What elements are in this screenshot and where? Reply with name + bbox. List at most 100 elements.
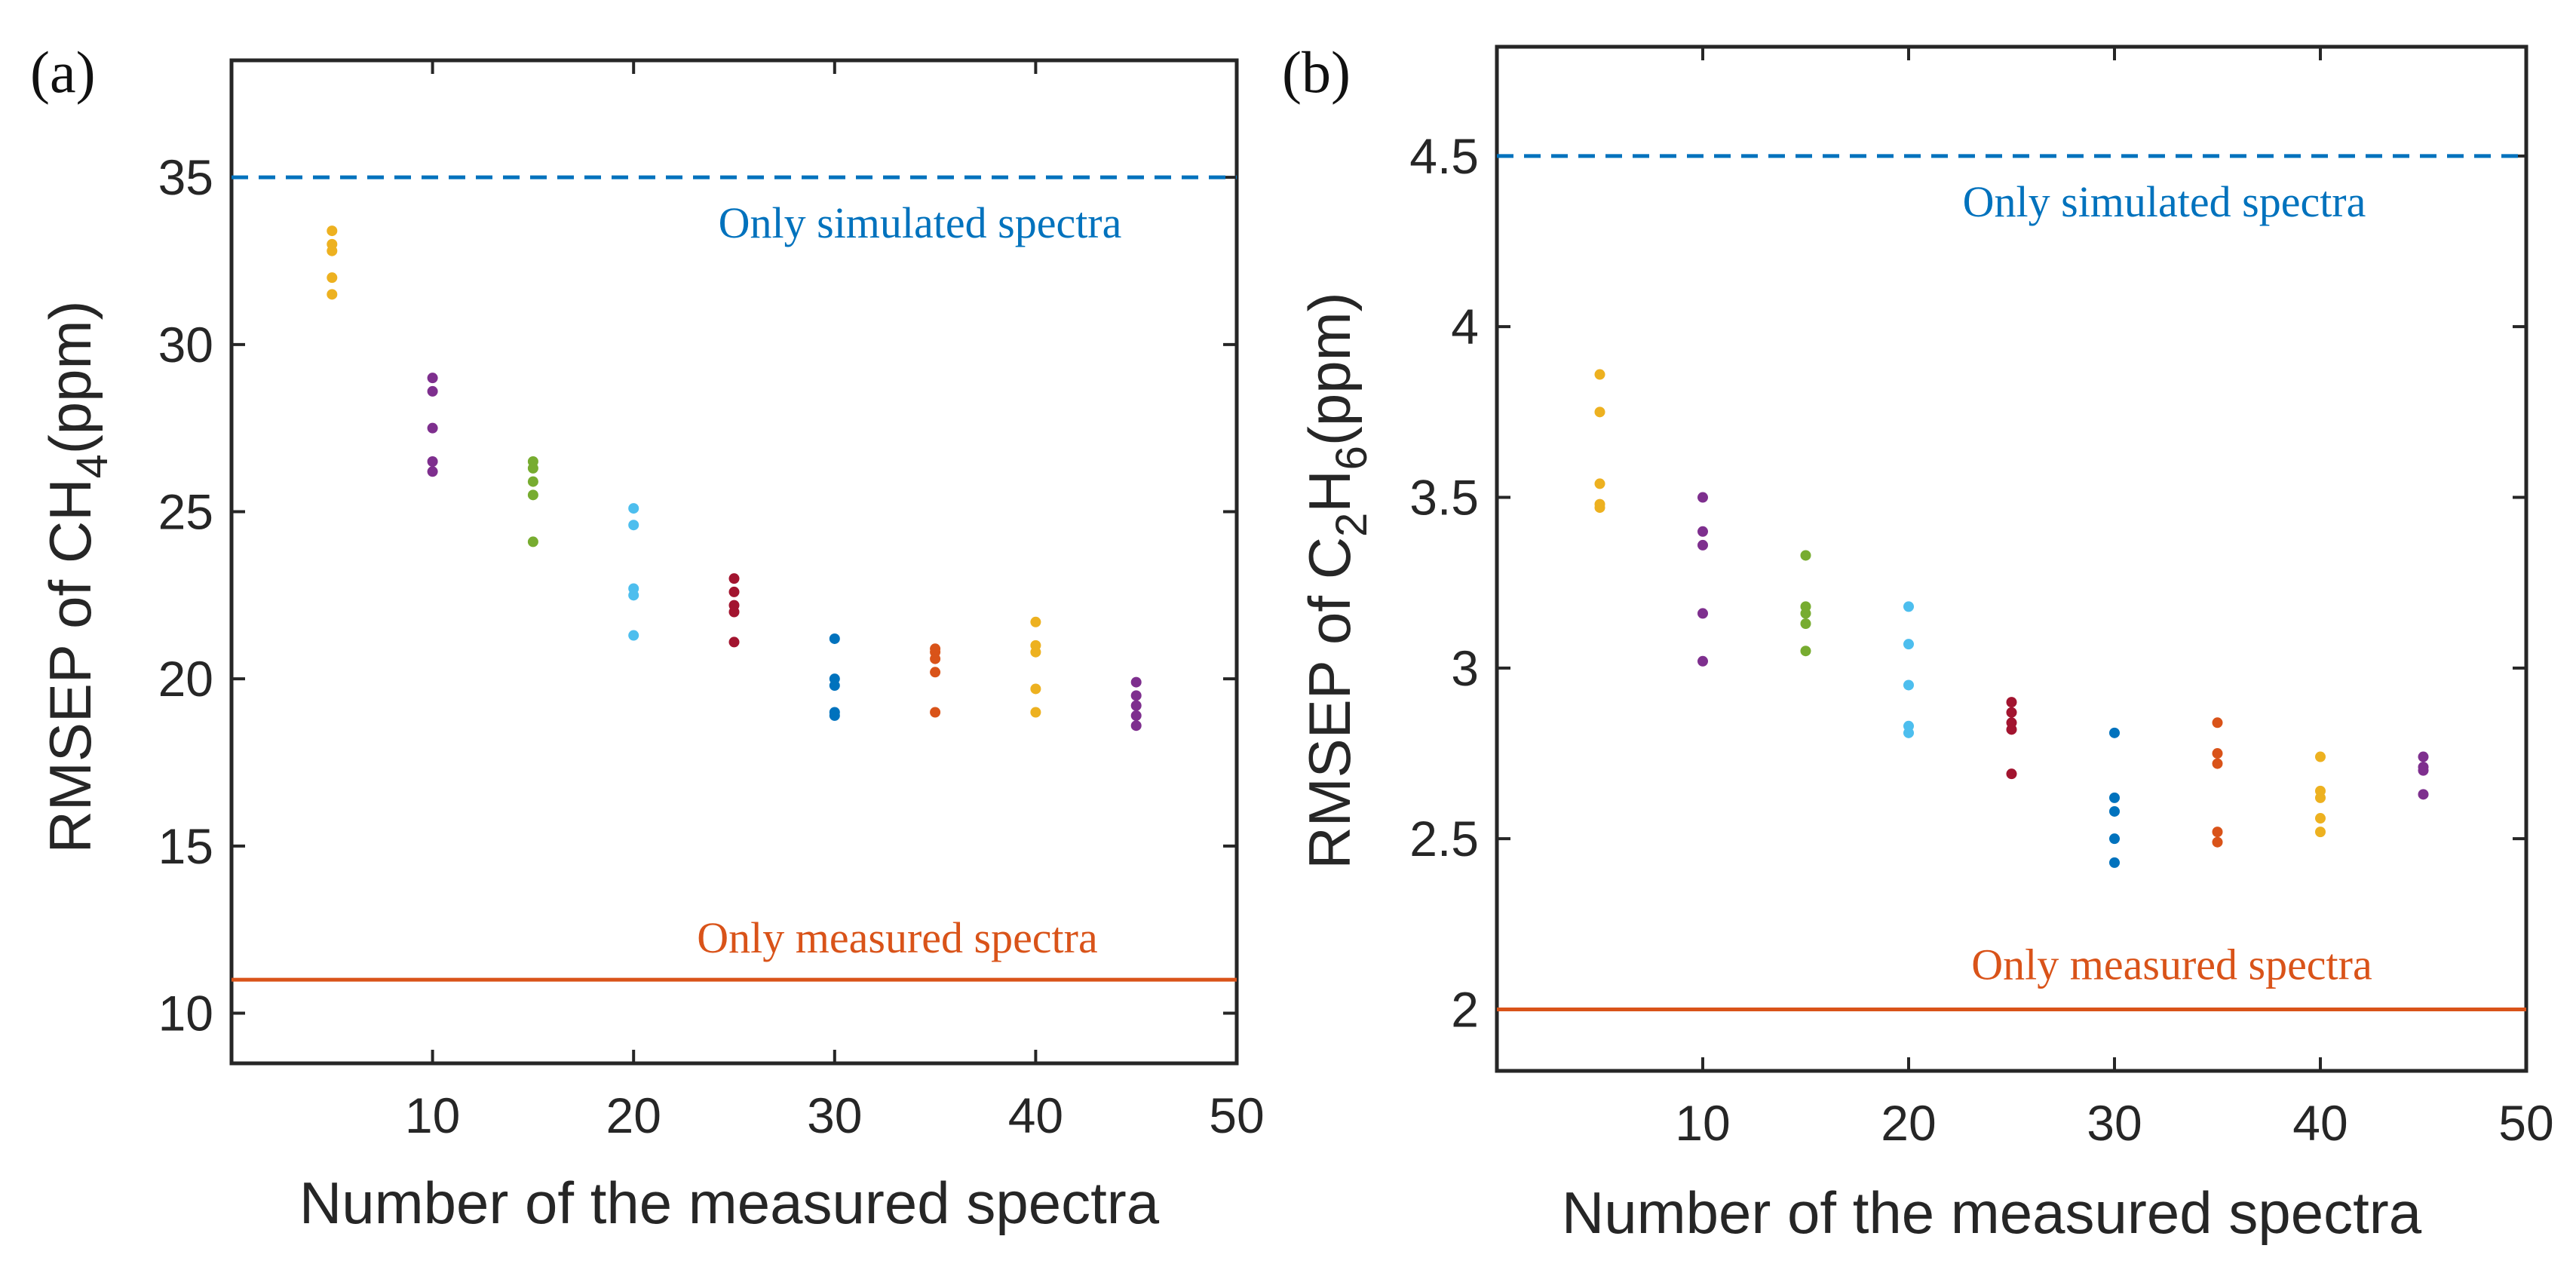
panel-a-y-axis-label: RMSEP of CH4(ppm) [37, 301, 117, 854]
panel-b-y-axis-label-subscript: 6 [1327, 446, 1376, 470]
panel-b-data-point [1903, 679, 1914, 691]
panel-a-data-point [1030, 616, 1041, 627]
panel-b-data-point [2315, 751, 2326, 762]
panel-b-y-tick-label: 3 [1451, 640, 1479, 696]
panel-a-data-point [930, 643, 941, 655]
panel-a-data-point [1130, 690, 1142, 701]
panel-b-data-point [2109, 857, 2120, 868]
panel-a-data-point [527, 536, 538, 548]
panel-b-data-point [2212, 717, 2223, 728]
panel-b-data-point [1800, 550, 1811, 561]
panel-a-data-point [628, 520, 639, 531]
panel-b-data-point [1697, 526, 1708, 537]
panel-a-data-point [327, 272, 338, 284]
panel-a-axes-frame [229, 58, 1239, 1066]
panel-a-x-axis-label: Number of the measured spectra [299, 1170, 1160, 1236]
panel-a-y-tick-label: 15 [158, 818, 213, 874]
panel-b-x-tick-label: 30 [2087, 1095, 2142, 1151]
panel-a-data-point [327, 238, 338, 250]
panel-b-reference-label-measured: Only measured spectra [1971, 940, 2372, 989]
panel-a-x-tick-label: 10 [405, 1087, 460, 1143]
panel-a-data-point [628, 583, 639, 594]
panel-b-y-axis-label-part: RMSEP of C [1296, 537, 1363, 870]
panel-b-data-point [1594, 478, 1605, 489]
panel-b-data-point [1594, 369, 1605, 380]
panel-a-reference-label-simulated: Only simulated spectra [719, 198, 1122, 247]
panel-a-data-point [728, 636, 740, 648]
panel-a-y-tick-label: 10 [158, 986, 213, 1041]
panel-b-data-point [1697, 655, 1708, 667]
panel-b-data-point [1697, 539, 1708, 551]
panel-a-y-tick-label: 35 [158, 149, 213, 205]
panel-a-data-point [327, 225, 338, 237]
panel-b-x-tick-label: 50 [2498, 1095, 2553, 1151]
panel-b-data-point [2006, 717, 2017, 728]
panel-a-data-point [527, 489, 538, 501]
panel-b-x-axis-label: Number of the measured spectra [1562, 1179, 2422, 1246]
panel-a-y-axis-label-subscript: 4 [68, 454, 117, 478]
panel-a-y-tick-label: 30 [158, 317, 213, 373]
panel-a-y-axis-label-part: RMSEP of CH [37, 478, 103, 853]
panel-a-data-point [628, 630, 639, 641]
panel-b-data-point [2315, 827, 2326, 838]
panel-a-data-point [829, 673, 840, 685]
panel-a-x-tick-label: 30 [807, 1087, 862, 1143]
panel-a-data-point [728, 600, 740, 611]
panel-b-data-point [2315, 813, 2326, 824]
panel-a-data-point [728, 586, 740, 597]
panel-a-data-point [829, 633, 840, 644]
panel-a-y-axis-label-part: (ppm) [37, 301, 103, 455]
panel-b-y-tick-label: 3.5 [1409, 470, 1479, 526]
panel-a-x-tick-label: 50 [1209, 1087, 1264, 1143]
panel-a-data-point [427, 456, 438, 467]
panel-b-axes-frame [1495, 44, 2528, 1073]
panel-a-y-tick-label: 25 [158, 484, 213, 540]
panel-b-y-axis-label-part: (ppm) [1296, 292, 1363, 446]
panel-b-data-point [1594, 406, 1605, 418]
panel-b-x-tick-label: 40 [2292, 1095, 2348, 1151]
panel-b-data-point [2418, 751, 2429, 762]
panel-b-data-point [2418, 762, 2429, 773]
panel-b-reference-label-simulated: Only simulated spectra [1963, 177, 2366, 226]
panel-b-data-point [2006, 768, 2017, 780]
panel-a-reference-label-measured: Only measured spectra [697, 913, 1097, 962]
panel-a-data-point [1030, 640, 1041, 651]
panel-b-plot-area: 10 20 30 40 50 2 2.5 3 3.5 4 4.5 Only simulated spe… [1409, 44, 2554, 1151]
panel-b-x-tick-label: 10 [1675, 1095, 1730, 1151]
panel-b-data-point [2315, 785, 2326, 796]
panel-a-data-point [728, 573, 740, 584]
panel-a-data-point [1130, 676, 1142, 688]
panel-b-data-point [1697, 608, 1708, 619]
panel-a-label: (a) [30, 39, 96, 105]
panel-a-y-tick-label: 20 [158, 651, 213, 707]
panel-b-y-tick-label: 4 [1451, 299, 1479, 354]
panel-a-data-point [930, 667, 941, 678]
panel-b-y-axis-label-part: H [1296, 470, 1363, 512]
panel-a-data-point [427, 466, 438, 477]
panel-b-data-point [2109, 727, 2120, 738]
panel-b-data-point [1800, 601, 1811, 612]
panel-b-data-point [1697, 492, 1708, 503]
panel-b-data-point [2109, 833, 2120, 845]
panel-a-data-point [527, 456, 538, 467]
panel-a: (a) 10 20 30 40 50 10 15 20 25 30 35 Only simulated… [30, 39, 1265, 1236]
panel-a-data-point [327, 289, 338, 300]
panel-b-data-point [1903, 720, 1914, 732]
panel-b-label: (b) [1282, 39, 1351, 105]
panel-b-data-point [1800, 646, 1811, 657]
panel-b-x-tick-label: 20 [1881, 1095, 1936, 1151]
panel-b-data-point [1800, 618, 1811, 630]
panel-a-data-point [930, 707, 941, 718]
panel-b-data-point [1903, 601, 1914, 612]
panel-b-data-point [1594, 498, 1605, 510]
panel-a-data-point [1130, 720, 1142, 732]
panel-a-data-point [628, 503, 639, 514]
panel-a-x-tick-label: 20 [606, 1087, 661, 1143]
panel-a-data-point [1130, 700, 1142, 711]
panel-a-data-point [829, 707, 840, 718]
panel-a-data-point [427, 422, 438, 434]
panel-a-data-point [1030, 683, 1041, 695]
panel-a-data-point [527, 476, 538, 487]
panel-b-y-axis-label-subscript: 2 [1327, 513, 1376, 537]
